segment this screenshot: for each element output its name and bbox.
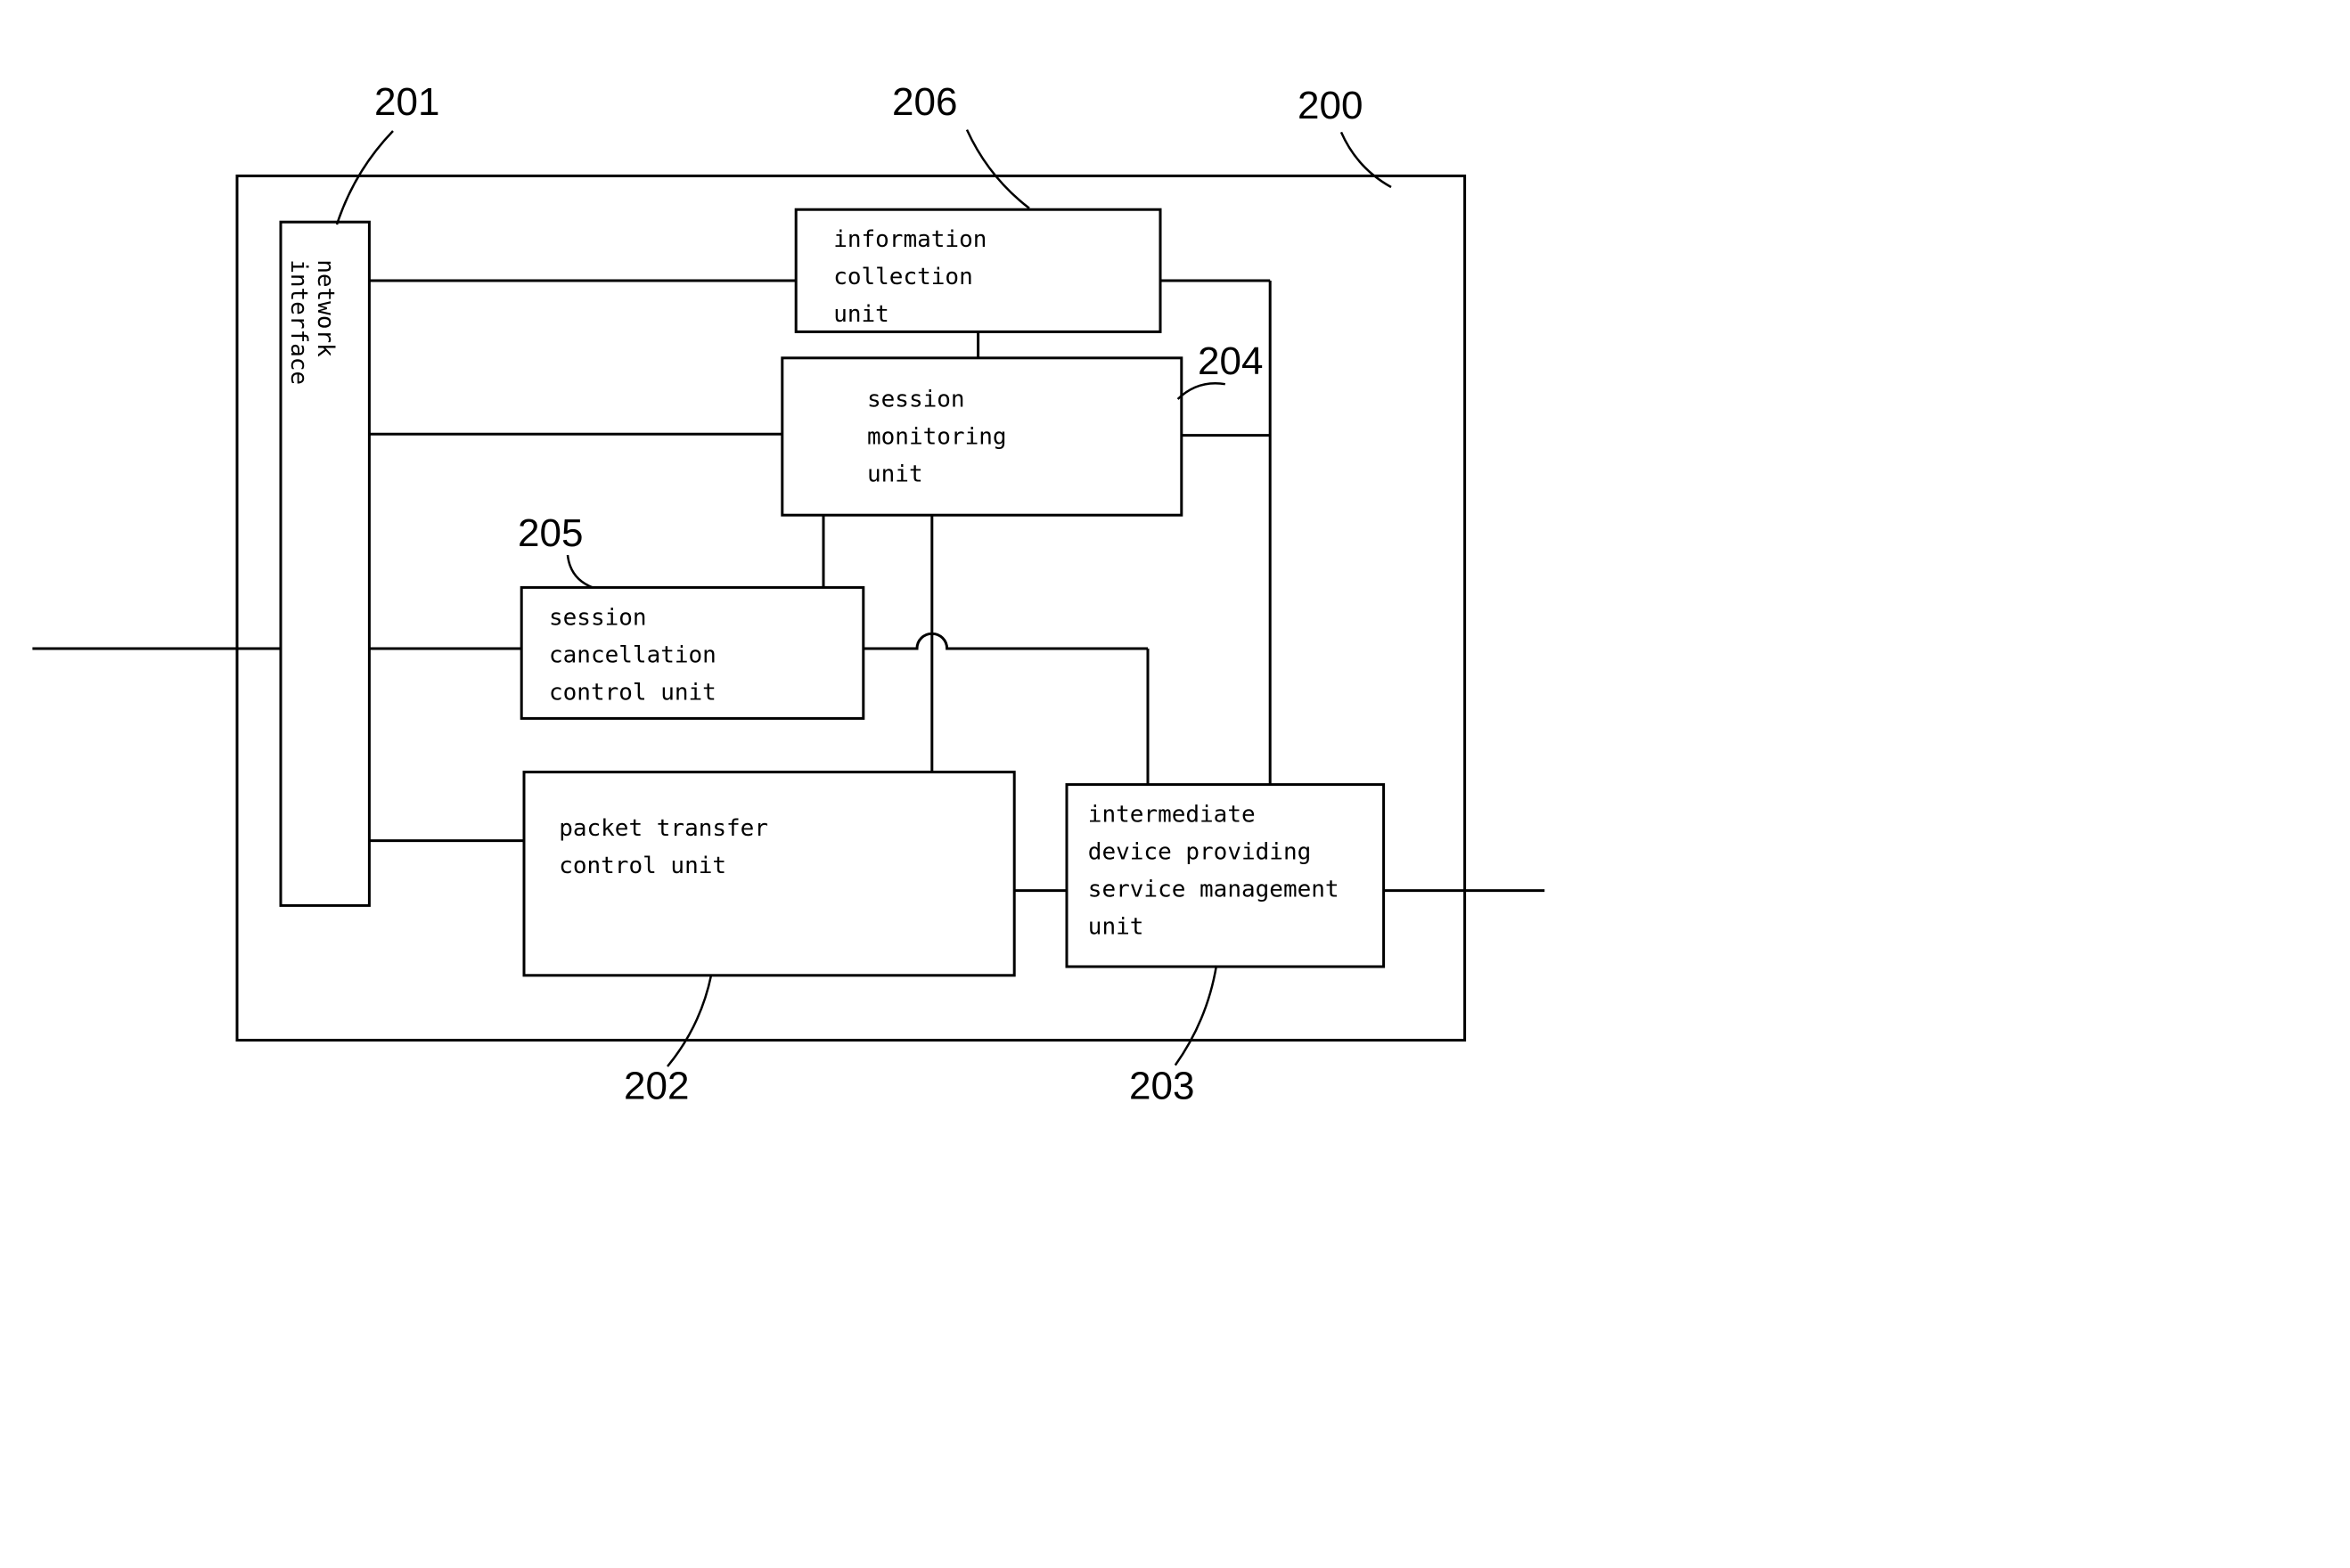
svg-text:206: 206 <box>892 80 957 124</box>
svg-text:203: 203 <box>1129 1064 1194 1107</box>
svg-text:204: 204 <box>1198 339 1263 383</box>
svg-text:205: 205 <box>518 511 583 555</box>
svg-text:200: 200 <box>1298 84 1363 127</box>
svg-text:201: 201 <box>374 80 439 124</box>
svg-text:202: 202 <box>624 1064 689 1107</box>
